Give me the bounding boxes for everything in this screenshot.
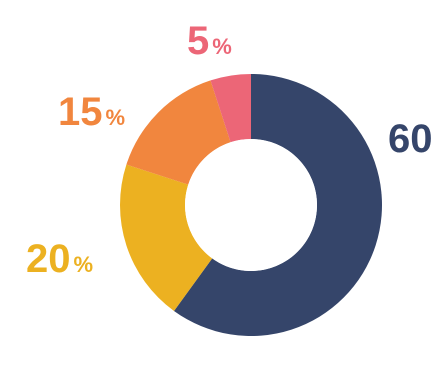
slice-label-unit-2: % bbox=[74, 252, 94, 277]
donut-slice-3 bbox=[126, 80, 231, 185]
donut-slice-4 bbox=[210, 74, 251, 143]
slice-label-value-2: 20 bbox=[26, 237, 71, 281]
donut-slices bbox=[120, 74, 383, 336]
donut-hole bbox=[185, 139, 317, 271]
slice-label-value-4: 5 bbox=[187, 19, 209, 63]
slice-label-value-3: 15 bbox=[58, 90, 103, 134]
slice-label-unit-4: % bbox=[212, 34, 232, 59]
donut-slice-1 bbox=[174, 74, 383, 336]
slice-label-3: 15% bbox=[58, 90, 125, 134]
slice-label-4: 5% bbox=[187, 19, 232, 63]
slice-label-1: 60 bbox=[388, 117, 431, 161]
slice-label-2: 20% bbox=[26, 237, 93, 281]
donut-slice-2 bbox=[120, 164, 213, 311]
slice-label-value-1: 60 bbox=[388, 117, 431, 161]
slice-label-unit-3: % bbox=[106, 105, 126, 130]
